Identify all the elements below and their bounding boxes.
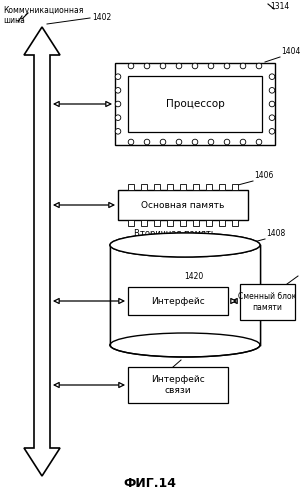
Bar	[206, 184, 212, 190]
Bar	[232, 184, 238, 190]
Text: Сменный блок
памяти: Сменный блок памяти	[238, 292, 297, 312]
Bar	[128, 76, 262, 132]
Circle shape	[115, 128, 121, 134]
Bar	[180, 184, 186, 190]
Bar	[167, 220, 173, 226]
Bar	[110, 245, 260, 345]
Text: 1420: 1420	[184, 272, 203, 281]
Circle shape	[176, 139, 182, 145]
Bar	[180, 220, 186, 226]
Bar	[128, 184, 134, 190]
Ellipse shape	[110, 233, 260, 257]
Ellipse shape	[110, 333, 260, 357]
Bar	[193, 220, 199, 226]
Text: Основная память: Основная память	[141, 200, 225, 209]
Circle shape	[192, 139, 198, 145]
Text: 1406: 1406	[254, 171, 273, 180]
Circle shape	[269, 88, 275, 93]
Text: Интерфейс
связи: Интерфейс связи	[151, 375, 205, 395]
Text: Процессор: Процессор	[166, 99, 224, 109]
Text: Коммуникационная
шина: Коммуникационная шина	[3, 6, 83, 25]
Text: 1408: 1408	[266, 229, 285, 238]
Ellipse shape	[110, 233, 260, 257]
Polygon shape	[24, 27, 60, 476]
Bar	[167, 184, 173, 190]
Text: 1424: 1424	[182, 350, 201, 359]
Bar	[141, 220, 147, 226]
Bar	[240, 284, 295, 320]
Circle shape	[269, 128, 275, 134]
Circle shape	[269, 115, 275, 120]
Bar	[115, 63, 275, 145]
Circle shape	[269, 74, 275, 80]
Bar	[219, 184, 225, 190]
Circle shape	[224, 139, 230, 145]
Bar	[118, 190, 248, 220]
Circle shape	[240, 139, 246, 145]
Circle shape	[144, 63, 150, 69]
Bar	[128, 220, 134, 226]
Circle shape	[176, 63, 182, 69]
Text: Вторичная память: Вторичная память	[134, 229, 216, 238]
Bar	[154, 220, 160, 226]
Text: Интерфейс: Интерфейс	[151, 296, 205, 306]
Circle shape	[269, 101, 275, 107]
Bar	[219, 220, 225, 226]
Circle shape	[115, 101, 121, 107]
Text: 1404: 1404	[281, 47, 300, 56]
Bar	[128, 367, 228, 403]
Text: ФИГ.14: ФИГ.14	[124, 477, 176, 490]
Circle shape	[240, 63, 246, 69]
Circle shape	[192, 63, 198, 69]
Bar	[141, 184, 147, 190]
Circle shape	[128, 63, 134, 69]
Text: 1422: 1422	[299, 266, 300, 275]
Bar	[232, 220, 238, 226]
Circle shape	[160, 63, 166, 69]
Circle shape	[256, 63, 262, 69]
Circle shape	[256, 139, 262, 145]
Circle shape	[128, 139, 134, 145]
Circle shape	[115, 74, 121, 80]
Text: 1402: 1402	[92, 14, 111, 22]
Bar	[193, 184, 199, 190]
Circle shape	[208, 63, 214, 69]
Text: 1314: 1314	[270, 2, 289, 11]
Circle shape	[115, 115, 121, 120]
Circle shape	[208, 139, 214, 145]
Bar	[206, 220, 212, 226]
Circle shape	[115, 88, 121, 93]
Bar	[154, 184, 160, 190]
Circle shape	[144, 139, 150, 145]
Bar	[128, 287, 228, 315]
Circle shape	[224, 63, 230, 69]
Circle shape	[160, 139, 166, 145]
